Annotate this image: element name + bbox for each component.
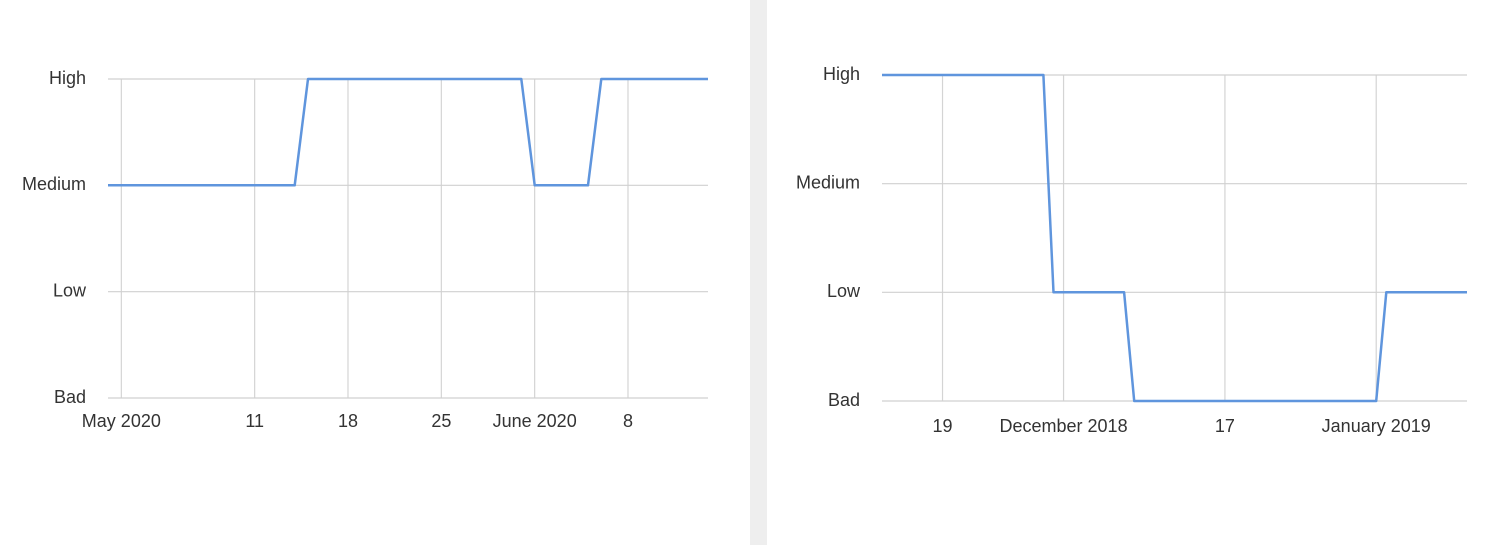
x-tick-label: 18: [338, 411, 358, 431]
y-tick-label: High: [49, 68, 86, 88]
x-tick-label: December 2018: [1000, 416, 1128, 436]
x-tick-label: May 2020: [82, 411, 161, 431]
y-tick-label: Low: [53, 280, 87, 300]
data-line: [882, 73, 1467, 403]
data-line: [108, 77, 708, 187]
x-tick-label: January 2019: [1322, 416, 1431, 436]
y-tick-label: High: [823, 64, 860, 84]
y-tick-label: Bad: [54, 387, 86, 407]
x-tick-label: 25: [431, 411, 451, 431]
x-tick-label: 11: [245, 411, 264, 431]
y-tick-label: Low: [827, 281, 861, 301]
divider: [750, 0, 767, 545]
y-tick-label: Medium: [796, 172, 860, 192]
x-tick-label: 19: [933, 416, 953, 436]
y-tick-label: Medium: [22, 174, 86, 194]
x-tick-label: June 2020: [493, 411, 577, 431]
y-tick-label: Bad: [828, 390, 860, 410]
x-tick-label: 17: [1215, 416, 1235, 436]
x-tick-label: 8: [623, 411, 633, 431]
